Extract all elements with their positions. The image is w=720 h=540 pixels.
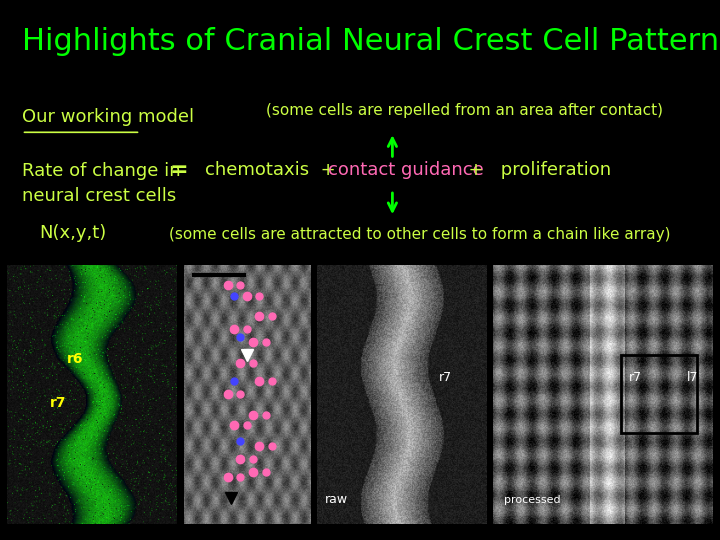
- Text: processed: processed: [504, 495, 561, 505]
- Text: N(x,y,t): N(x,y,t): [40, 224, 107, 242]
- Text: =: =: [169, 160, 188, 180]
- Text: Our working model: Our working model: [22, 108, 194, 126]
- Text: r7: r7: [629, 371, 642, 384]
- Text: Highlights of Cranial Neural Crest Cell Patterning: Highlights of Cranial Neural Crest Cell …: [22, 27, 720, 56]
- Text: r7: r7: [438, 371, 451, 384]
- Text: (some cells are repelled from an area after contact): (some cells are repelled from an area af…: [266, 103, 663, 118]
- Text: Rate of change in
neural crest cells: Rate of change in neural crest cells: [22, 162, 180, 205]
- Text: contact guidance: contact guidance: [328, 161, 483, 179]
- Text: chemotaxis  +: chemotaxis +: [205, 161, 336, 179]
- Text: r6: r6: [66, 352, 83, 366]
- Text: (some cells are attracted to other cells to form a chain like array): (some cells are attracted to other cells…: [169, 227, 671, 242]
- Text: r7: r7: [50, 396, 66, 410]
- Bar: [621, 355, 698, 433]
- Text: raw: raw: [325, 493, 348, 506]
- Text: +   proliferation: + proliferation: [457, 161, 611, 179]
- Text: l7: l7: [686, 371, 698, 384]
